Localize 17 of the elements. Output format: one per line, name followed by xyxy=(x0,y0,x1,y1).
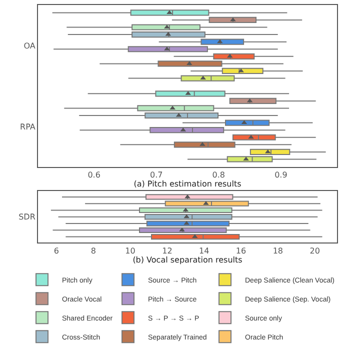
x-tick-label: 18 xyxy=(272,246,284,256)
x-tick-label: 0.8 xyxy=(212,170,226,180)
x-tick-label: 0.9 xyxy=(274,170,288,180)
x-tick-label: 14 xyxy=(199,246,210,256)
x-tick-label: 10 xyxy=(125,246,136,256)
x-tick-label: 20 xyxy=(310,246,320,256)
y-tick-label: SDR xyxy=(18,212,36,222)
x-tick-label: 12 xyxy=(162,246,172,256)
x-axis-title: (b) Vocal separation results xyxy=(132,255,242,264)
y-tick-label: RPA xyxy=(20,122,36,132)
x-tick-label: 16 xyxy=(236,246,246,256)
y-tick-label: OA xyxy=(24,41,36,50)
x-tick-label: 0.6 xyxy=(88,170,100,180)
x-tick-label: 6 xyxy=(54,246,60,256)
x-tick-label: 8 xyxy=(90,246,96,256)
x-axis-title: (a) Pitch estimation results xyxy=(134,180,242,189)
x-tick-label: 0.7 xyxy=(150,170,163,180)
